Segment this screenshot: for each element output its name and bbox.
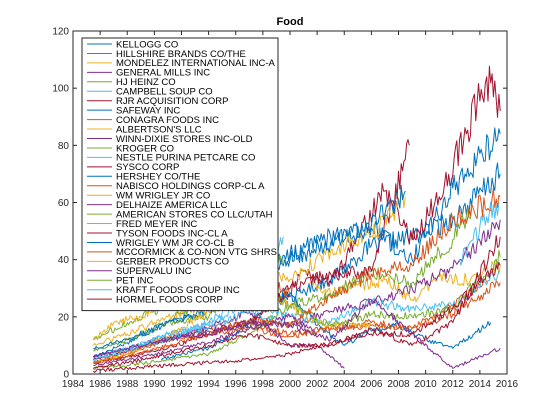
y-tick-label: 20 (58, 312, 70, 323)
legend-label: RJR ACQUISITION CORP (116, 96, 228, 107)
x-tick-label: 2008 (387, 379, 410, 390)
series-line-22 (92, 187, 501, 365)
x-tick-label: 1984 (62, 379, 85, 390)
series-line-24 (92, 298, 501, 369)
legend-label: TYSON FOODS INC-CL A (116, 228, 228, 239)
y-tick-label: 60 (58, 198, 70, 209)
x-tick-label: 2010 (415, 379, 438, 390)
chart-title: Food (277, 16, 304, 28)
legend-label: WRIGLEY WM JR CO-CL B (116, 238, 234, 249)
legend-label: KROGER CO (116, 143, 174, 154)
legend-label: CONAGRA FOODS INC (116, 115, 219, 126)
legend-label: SUPERVALU INC (116, 266, 192, 277)
y-tick-label: 120 (52, 27, 69, 38)
series-line-12 (92, 309, 305, 362)
legend-label: KRAFT FOODS GROUP INC (116, 285, 240, 296)
series-line-11 (92, 249, 501, 371)
series-line-14 (93, 127, 501, 350)
legend-label: DELHAIZE AMERICA LLC (116, 200, 228, 211)
legend-label: MONDELEZ INTERNATIONAL INC-A (116, 58, 276, 69)
x-tick-label: 1986 (89, 379, 112, 390)
y-tick-label: 40 (58, 255, 70, 266)
x-tick-label: 2012 (442, 379, 465, 390)
x-tick-label: 2006 (360, 379, 383, 390)
y-tick-label: 80 (58, 141, 70, 152)
legend-label: GERBER PRODUCTS CO (116, 257, 229, 268)
y-tick-label: 100 (52, 84, 69, 95)
legend-label: ALBERTSON'S LLC (116, 124, 202, 135)
tick-layer: 1984 1986 1988 1990 1992 1994 1996 1998 2000 2002… (52, 27, 518, 391)
x-tick-label: 2016 (496, 379, 519, 390)
x-tick-label: 2004 (333, 379, 356, 390)
legend-label: AMERICAN STORES CO LLC/UTAH (116, 209, 273, 220)
series-line-10 (92, 309, 345, 369)
legend-label: SAFEWAY INC (116, 105, 180, 116)
legend-label: KELLOGG CO (116, 39, 178, 50)
series-line-26 (459, 201, 500, 266)
legend-label: NABISCO HOLDINGS CORP-CL A (116, 181, 265, 192)
legend-label: WINN-DIXIE STORES INC-OLD (116, 134, 253, 145)
series-line-20 (93, 235, 501, 369)
x-tick-label: 2002 (306, 379, 329, 390)
x-tick-label: 1992 (170, 379, 193, 390)
legend-box (81, 37, 279, 312)
legend-label: PET INC (116, 276, 153, 287)
legend-label: SYSCO CORP (116, 162, 179, 173)
legend-label: HORMEL FOODS CORP (116, 294, 223, 305)
x-tick-label: 1990 (143, 379, 166, 390)
series-line-5 (93, 270, 501, 361)
x-tick-label: 2014 (469, 379, 492, 390)
legend-label: MCCORMICK & CO-NON VTG SHRS (116, 247, 277, 258)
series-line-27 (92, 262, 501, 373)
legend-label: HILLSHIRE BRANDS CO/THE (116, 49, 246, 60)
x-tick-label: 1996 (225, 379, 248, 390)
legend-label: GENERAL MILLS INC (116, 68, 210, 79)
legend-label: HERSHEY CO/THE (116, 172, 200, 183)
x-tick-label: 2000 (279, 379, 302, 390)
y-tick-label: 0 (63, 370, 69, 381)
legend-label: CAMPBELL SOUP CO (116, 87, 213, 98)
series-line-17 (93, 313, 318, 366)
x-tick-label: 1988 (116, 379, 139, 390)
x-tick-label: 1998 (252, 379, 275, 390)
x-tick-label: 1994 (198, 379, 221, 390)
legend-label: FRED MEYER INC (116, 219, 197, 230)
series-line-13 (93, 139, 410, 365)
legend-label: NESTLE PURINA PETCARE CO (116, 153, 255, 164)
legend-label: WM WRIGLEY JR CO (116, 191, 210, 202)
legend-label: HJ HEINZ CO (116, 77, 176, 88)
